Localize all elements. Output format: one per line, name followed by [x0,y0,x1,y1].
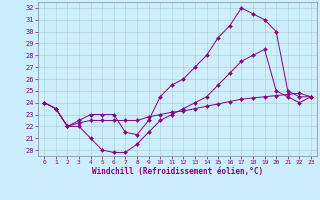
X-axis label: Windchill (Refroidissement éolien,°C): Windchill (Refroidissement éolien,°C) [92,167,263,176]
